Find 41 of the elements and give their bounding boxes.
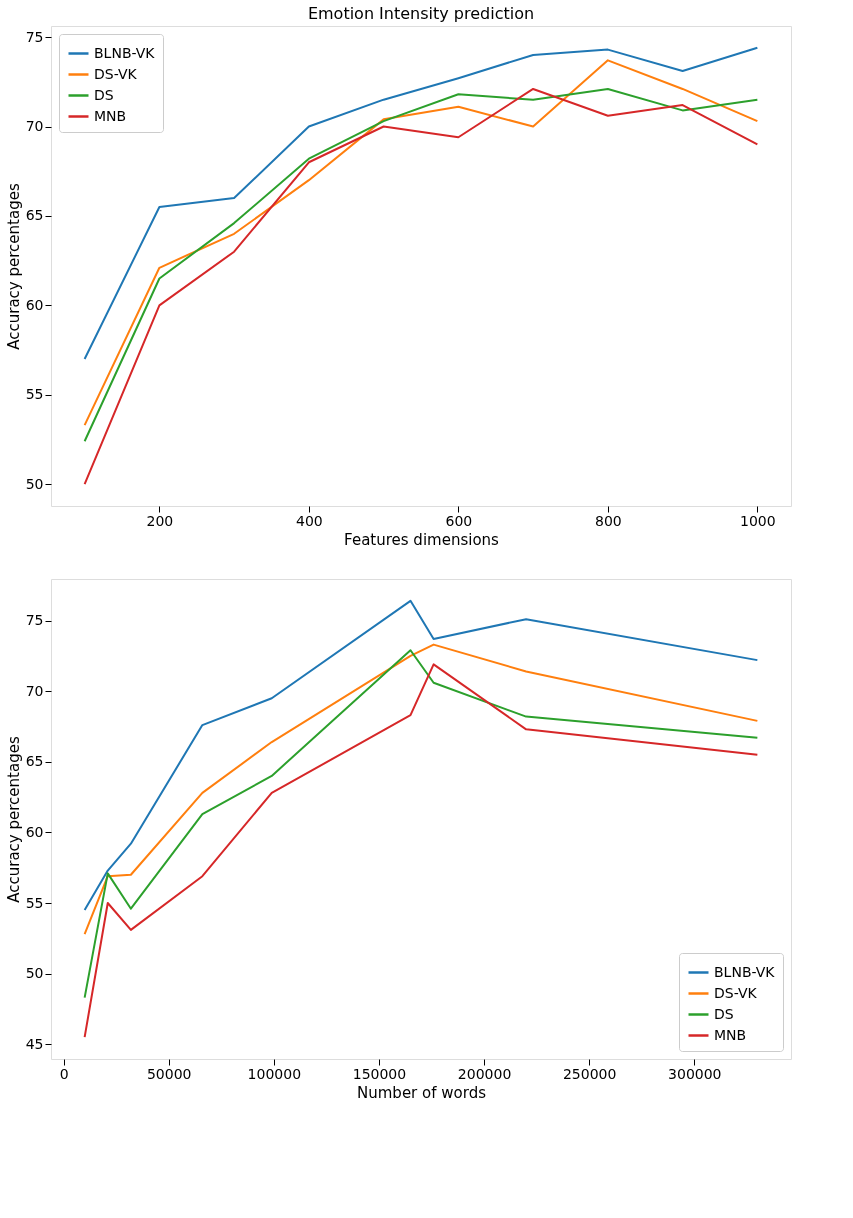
x-tick-label: 50000 bbox=[146, 1065, 192, 1082]
x-tick-label: 200 bbox=[146, 512, 174, 529]
y-tick-label: 55 bbox=[25, 386, 44, 403]
y-tick-label: 70 bbox=[25, 118, 44, 135]
x-tick-label: 300000 bbox=[668, 1065, 722, 1082]
x-axis-title: Number of words bbox=[357, 1083, 487, 1102]
line-series bbox=[83, 599, 759, 912]
y-tick-label: 55 bbox=[25, 894, 44, 911]
y-tick-label: 60 bbox=[25, 823, 44, 840]
y-axis-title: Accuracy percentages bbox=[4, 183, 23, 350]
y-tick-label: 75 bbox=[25, 612, 44, 629]
line-series bbox=[83, 643, 759, 936]
x-axis-title: Features dimensions bbox=[344, 530, 500, 549]
x-tick-label: 0 bbox=[59, 1065, 69, 1082]
legend-label: DS-VK bbox=[94, 65, 138, 82]
chart-title: Emotion Intensity prediction bbox=[307, 4, 535, 23]
x-tick-label: 400 bbox=[296, 512, 323, 529]
y-tick-label: 65 bbox=[25, 753, 44, 770]
y-axis-title: Accuracy percentages bbox=[4, 736, 23, 903]
legend-label: DS bbox=[94, 86, 114, 103]
legend-label: DS bbox=[714, 1005, 734, 1022]
x-tick-label: 250000 bbox=[562, 1065, 617, 1082]
x-tick-label: 100000 bbox=[247, 1065, 302, 1082]
legend-label: MNB bbox=[94, 107, 127, 124]
x-tick-label: 200000 bbox=[457, 1065, 512, 1082]
y-tick-label: 50 bbox=[25, 965, 44, 982]
legend-label: MNB bbox=[714, 1026, 747, 1043]
legend-label: BLNB-VK bbox=[94, 44, 156, 61]
legend-label: BLNB-VK bbox=[714, 963, 776, 980]
y-tick-label: 50 bbox=[25, 475, 44, 492]
x-tick-label: 800 bbox=[595, 512, 622, 529]
y-tick-label: 45 bbox=[25, 1035, 44, 1052]
x-tick-label: 1000 bbox=[740, 512, 776, 529]
y-tick-label: 75 bbox=[25, 28, 44, 45]
y-tick-label: 65 bbox=[25, 207, 44, 224]
x-tick-label: 150000 bbox=[352, 1065, 407, 1082]
y-tick-label: 60 bbox=[25, 296, 44, 313]
y-tick-label: 70 bbox=[25, 682, 44, 699]
x-tick-label: 600 bbox=[445, 512, 473, 529]
legend-label: DS-VK bbox=[714, 984, 758, 1001]
line-series bbox=[83, 46, 759, 360]
